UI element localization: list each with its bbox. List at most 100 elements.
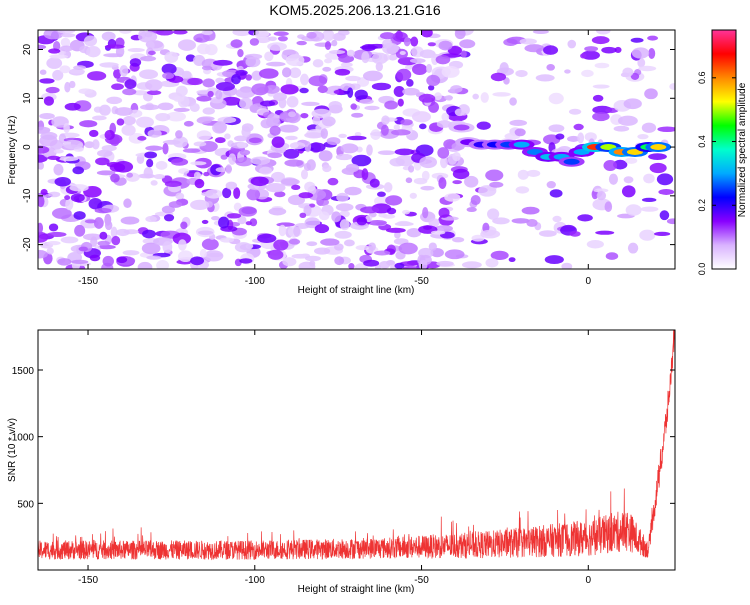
spectrogram-cell <box>581 50 600 60</box>
spectrogram-cell <box>268 207 287 216</box>
spectrogram-cell <box>396 68 412 81</box>
spectrogram-cell <box>627 242 639 254</box>
spectrogram-cell <box>181 70 192 79</box>
spectrogram-cell <box>106 96 123 105</box>
spectrogram-cell <box>361 44 376 52</box>
spectrogram-cell <box>178 168 190 175</box>
spectrogram-cell <box>659 210 670 221</box>
spectrogram-cell <box>283 148 300 159</box>
spectrogram-cell <box>119 30 132 34</box>
spectrogram-cell <box>300 112 309 119</box>
snr-frame <box>37 329 676 571</box>
spectrogram-cell <box>508 257 516 263</box>
spectrogram-cell <box>253 30 270 38</box>
spectrogram-cell <box>406 79 414 87</box>
spectrogram-cell <box>669 83 675 90</box>
spectrogram-cell <box>601 46 617 54</box>
spectrogram-cell <box>334 68 351 76</box>
spectrogram-cell <box>524 44 545 53</box>
spectrogram-cell <box>478 185 497 197</box>
spectrogram-cell <box>656 173 674 186</box>
spectrogram-cell <box>89 254 101 262</box>
spectrogram-cell <box>382 42 399 55</box>
spectrogram-cell <box>289 141 306 150</box>
spectrogram-cell <box>141 242 161 255</box>
spectrogram-cell <box>215 82 235 91</box>
spectrogram-cell <box>144 151 158 159</box>
spectrogram-cell <box>657 126 675 133</box>
spectrogram-cell <box>38 145 50 154</box>
spectrogram-cell <box>38 231 49 243</box>
spectrogram-cell <box>388 54 398 61</box>
spectrogram-cell <box>568 108 582 115</box>
snr-y-label: SNR (10 * v/v) <box>7 418 18 482</box>
spectrogram-cell <box>78 88 94 95</box>
spectrogram-cell <box>40 188 48 196</box>
spectrogram-cell <box>321 116 336 127</box>
spectrogram-cell <box>400 119 413 126</box>
spectrogram-cell <box>490 250 509 260</box>
spectrogram-cell <box>492 92 511 97</box>
spectrogram-cell <box>115 228 130 237</box>
spectrogram-cell <box>57 30 76 34</box>
spectrogram-cell <box>245 56 261 68</box>
spectrogram-cell <box>162 143 169 155</box>
spectrogram-cell <box>561 262 573 269</box>
spectrogram-cell <box>129 58 142 67</box>
spectrogram-cell <box>368 242 376 251</box>
spectrogram-cell <box>45 86 60 94</box>
spectrogram-cell <box>567 39 577 49</box>
spectrogram-cell <box>148 50 156 56</box>
spectrogram-cell <box>409 192 417 199</box>
spectrogram-cell <box>374 195 390 207</box>
spectrogram-cell <box>187 77 203 86</box>
spectrogram-signal-cell <box>453 124 470 131</box>
spectrogram-cell <box>452 237 465 243</box>
spectrogram-cell <box>157 102 174 111</box>
x-tick-label: -150 <box>78 575 98 586</box>
spectrogram-cell <box>79 120 98 128</box>
spectrogram-cell <box>476 121 491 130</box>
spectrogram-cell <box>549 189 563 198</box>
spectrogram-cell <box>265 183 286 193</box>
spectrogram-cell <box>278 224 287 237</box>
spectrogram-cell <box>245 74 252 81</box>
spectrogram-cell <box>402 209 410 215</box>
spectrogram-cell <box>343 239 355 247</box>
spectrogram-cell <box>267 152 283 159</box>
spectrogram-cell <box>198 116 215 121</box>
spectrogram-cell <box>328 100 342 111</box>
spectrogram-cell <box>60 236 79 244</box>
spectrogram-cell <box>569 231 581 237</box>
spectrogram-cell <box>270 171 285 183</box>
spectrogram-cell <box>96 170 116 176</box>
spectrogram-cell <box>127 48 145 53</box>
spectrogram-cell <box>46 247 54 255</box>
spectrogram-cell <box>114 107 133 116</box>
figure-title: KOM5.2025.206.13.21.G16 <box>269 2 440 18</box>
spectrogram-cell <box>327 177 339 186</box>
spectrogram-cell <box>196 130 212 141</box>
spectrogram-x-ticks: -150 -100 -50 0 <box>78 30 592 287</box>
spectrogram-cell <box>146 41 155 50</box>
spectrogram-cell <box>137 261 153 269</box>
spectrogram-cell <box>140 55 157 62</box>
spectrogram-cell <box>385 227 406 233</box>
spectrogram-cell <box>230 39 243 48</box>
spectrogram-cell <box>164 180 182 187</box>
spectrogram-cell <box>535 74 555 82</box>
colorbar-gradient <box>711 29 737 270</box>
spectrogram-cell <box>418 260 428 269</box>
spectrogram-cell <box>379 32 396 40</box>
spectrogram-cell <box>97 240 110 246</box>
spectrogram-cell <box>454 108 466 117</box>
spectrogram-cell <box>235 88 256 99</box>
spectrogram-cell <box>177 239 187 251</box>
spectrogram-cell <box>274 191 286 198</box>
spectrogram-cell <box>366 144 373 156</box>
spectrogram-cell <box>499 62 509 74</box>
spectrogram-cell <box>111 83 124 90</box>
spectrogram-cell <box>428 84 435 91</box>
spectrogram-cell <box>394 262 405 269</box>
